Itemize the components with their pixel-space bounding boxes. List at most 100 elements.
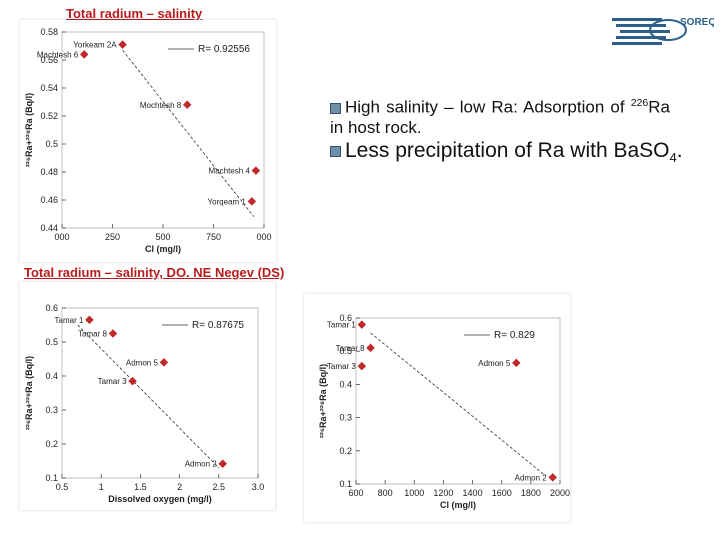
trendline: [77, 324, 220, 469]
bullet-precipitation-text: Less precipitation of Ra with Ba: [345, 139, 640, 162]
point-label: Yorkeam 2A: [73, 41, 117, 50]
x-tick-label: 2.5: [213, 482, 226, 492]
bullet-precipitation-tail: .: [676, 139, 683, 162]
y-tick-label: 0.2: [45, 439, 58, 449]
y-axis-label: ²²⁶Ra+²²⁸Ra (Bq/l): [24, 356, 34, 430]
y-tick-label: 0.48: [40, 167, 58, 177]
data-point: [357, 361, 367, 371]
bullet-precipitation-so: SO: [639, 139, 670, 162]
x-tick-label: 1200: [433, 488, 453, 498]
data-point: [251, 166, 261, 175]
point-label: Admon 2: [515, 473, 548, 482]
point-label: Yorqeam 1: [207, 197, 246, 206]
point-label: Tamar 3: [98, 377, 127, 386]
data-point: [79, 50, 89, 59]
data-point: [366, 343, 375, 353]
x-tick-label: 250: [105, 232, 120, 242]
point-label: Admon 5: [126, 358, 159, 367]
data-point: [247, 197, 257, 206]
x-axis-label: Dissolved oxygen (mg/l): [108, 494, 212, 504]
y-tick-label: 0.6: [45, 303, 58, 313]
x-axis-label: Cl (mg/l): [145, 244, 181, 254]
chart-negev-do: 0.1 0.2 0.3 0.4 0.5 0.6 0.5 1 1.5 2 2.5 3.0 Dissolve…: [20, 282, 275, 510]
heading-craters-line1: Total radium – salinity: [66, 6, 203, 21]
r-squared-label: R= 0.87675: [192, 320, 244, 331]
r-squared-label: R= 0.92556: [198, 44, 250, 55]
y-tick-label: 0.1: [339, 479, 352, 489]
y-tick-label: 0.52: [40, 111, 58, 121]
chart-negev-do-svg: 0.1 0.2 0.3 0.4 0.5 0.6 0.5 1 1.5 2 2.5 3.0 Dissolve…: [24, 303, 265, 504]
bullet-adsorption-isotope: 226: [630, 97, 649, 109]
bullet-square-icon: [330, 145, 341, 157]
y-tick-label: 0.58: [40, 27, 58, 37]
point-label: Mochtesh 8: [140, 101, 182, 110]
chart-negev-cl-svg: 0.1 0.2 0.3 0.4 0.5 0.6 600 800 1000 1200 1400 1600…: [318, 313, 570, 510]
y-tick-label: 0.6: [339, 313, 352, 323]
point-label: Tamar 3: [327, 362, 356, 371]
trendline: [370, 332, 546, 477]
y-tick-label: 0.44: [40, 223, 58, 233]
x-tick-label: 000: [256, 232, 271, 242]
x-axis-label: Cl (mg/l): [440, 500, 476, 510]
y-tick-label: 0.56: [40, 55, 58, 65]
data-point: [108, 329, 118, 338]
y-tick-label: 0.5: [45, 139, 58, 149]
y-tick-label: 0.4: [45, 371, 58, 381]
data-point: [357, 320, 367, 329]
point-label: Tamar 1: [55, 316, 84, 325]
chart-craters-cl: 0.44 0.46 0.48 0.5 0.52 0.54 0.56 0.58 000 250 500…: [20, 20, 276, 262]
plot-frame: [355, 317, 561, 485]
x-tick-label: 1400: [463, 488, 483, 498]
point-label: Tamar 8: [336, 344, 365, 353]
y-tick-label: 0.54: [40, 83, 58, 93]
plot-frame: [61, 307, 259, 479]
bullet-adsorption-tail: Ra in host rock.: [330, 97, 670, 137]
bullet-square-icon: [330, 102, 341, 114]
y-tick-label: 0.46: [40, 195, 58, 205]
y-axis-label: ²²⁶Ra+²²⁸Ra (Bq/l): [318, 364, 328, 438]
x-tick-label: 800: [378, 488, 393, 498]
y-tick-label: 0.5: [45, 337, 58, 347]
chart-craters-cl-svg: 0.44 0.46 0.48 0.5 0.52 0.54 0.56 0.58 000 250 500…: [24, 27, 272, 254]
x-tick-label: 000: [54, 232, 69, 242]
x-tick-label: 1600: [492, 488, 512, 498]
x-tick-label: 1.5: [134, 482, 147, 492]
x-tick-label: 2000: [550, 488, 570, 498]
y-tick-label: 0.3: [45, 405, 58, 415]
point-label: Tamar 1: [327, 321, 356, 330]
x-tick-label: 1800: [521, 488, 541, 498]
data-point: [548, 473, 557, 482]
logo-text: SOREQ: [680, 17, 714, 28]
x-tick-label: 500: [155, 232, 170, 242]
x-tick-label: 1000: [404, 488, 424, 498]
y-tick-label: 0.3: [339, 413, 352, 423]
bullet-precipitation: Less precipitation of Ra with BaSO4.: [330, 138, 690, 170]
x-tick-label: 0.5: [56, 482, 69, 492]
x-tick-label: 2: [177, 482, 182, 492]
soreq-logo: SOREQ: [612, 17, 714, 45]
x-tick-label: 750: [206, 232, 221, 242]
data-point: [512, 358, 521, 368]
y-tick-label: 0.5: [339, 346, 352, 356]
logo-stripes-icon: [612, 18, 687, 45]
data-point: [85, 315, 94, 325]
y-tick-label: 0.2: [339, 446, 352, 456]
bullet-adsorption-text: High salinity – low Ra: Adsorption of: [345, 97, 631, 117]
point-label: Admon 2: [185, 460, 218, 469]
data-point: [159, 358, 169, 367]
x-tick-label: 3.0: [252, 482, 265, 492]
heading-negev: Total radium – salinity, DO. NE Negev (D…: [24, 265, 285, 280]
data-point: [218, 459, 227, 468]
bullet-adsorption: High salinity – low Ra: Adsorption of 22…: [330, 93, 670, 138]
point-label: Admon 5: [478, 359, 511, 368]
y-tick-label: 0.1: [45, 473, 58, 483]
x-tick-label: 1: [99, 482, 104, 492]
data-point: [118, 40, 127, 49]
y-axis-label: ²²⁶Ra+²²⁸Ra (Bq/l): [24, 93, 34, 167]
trendline: [122, 49, 255, 218]
data-point: [182, 100, 192, 110]
r-squared-label: R= 0.829: [494, 330, 535, 341]
bullet-precipitation-sub: 4: [669, 150, 677, 166]
point-label: Machtesh 4: [209, 167, 251, 176]
